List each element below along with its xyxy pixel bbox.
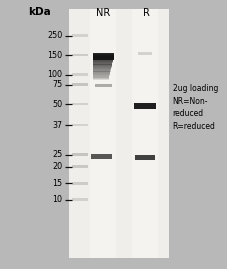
Bar [93,66,111,69]
Bar [135,155,155,160]
Text: 20: 20 [52,162,62,171]
Bar [72,198,88,201]
Bar [93,53,114,60]
Bar [93,72,110,75]
Bar [93,56,114,60]
Text: kDa: kDa [28,7,51,17]
Bar [72,54,88,56]
Bar [72,103,88,105]
Bar [93,62,112,66]
Text: 150: 150 [47,51,62,60]
Bar [90,9,116,258]
Text: 10: 10 [52,195,62,204]
Bar [72,153,88,156]
Text: 25: 25 [52,150,62,159]
Text: 2ug loading
NR=Non-
reduced
R=reduced: 2ug loading NR=Non- reduced R=reduced [173,84,218,131]
Text: 37: 37 [52,121,62,130]
Bar [93,61,112,65]
Bar [138,52,152,55]
Bar [93,74,109,77]
Bar [93,63,112,67]
Bar [132,9,158,258]
Bar [72,124,88,126]
Bar [72,34,88,37]
Text: R: R [143,8,150,17]
Bar [93,57,113,61]
Bar [69,9,169,258]
Bar [93,58,113,62]
Bar [93,73,110,76]
Bar [72,182,88,185]
Bar [72,73,88,76]
Bar [93,76,109,80]
Bar [93,55,114,59]
Bar [93,60,113,63]
Bar [93,75,109,79]
Bar [93,68,111,72]
Text: 100: 100 [47,70,62,79]
Text: 15: 15 [52,179,62,188]
Bar [134,103,156,109]
Bar [72,165,88,168]
Bar [93,54,114,58]
Text: 75: 75 [52,80,62,89]
Bar [93,64,111,68]
Text: 50: 50 [52,100,62,109]
Bar [91,154,112,159]
Bar [93,67,111,70]
Text: 250: 250 [47,31,62,40]
Bar [93,69,110,73]
Bar [72,83,88,86]
Bar [93,70,110,74]
Bar [95,84,112,87]
Text: NR: NR [96,8,110,17]
